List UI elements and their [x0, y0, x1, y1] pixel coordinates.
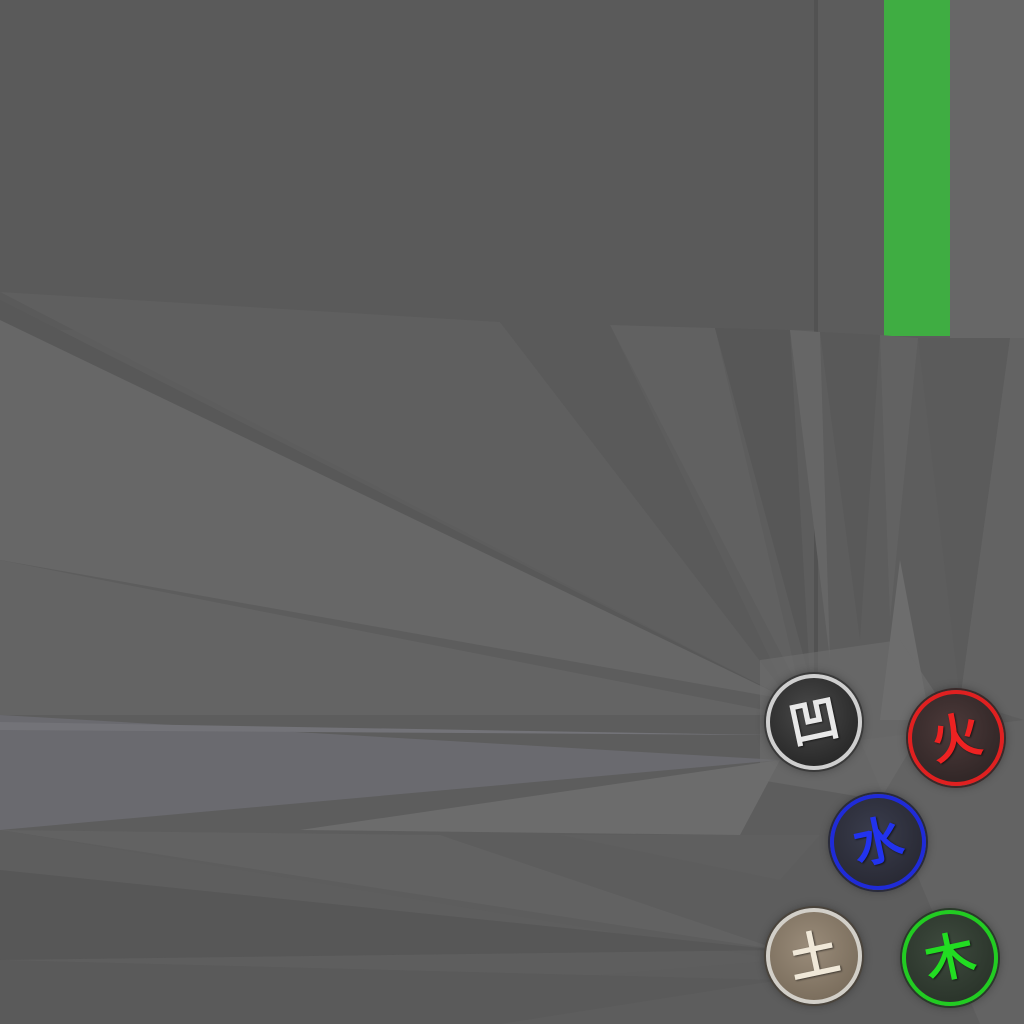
- emblem-glyph-icon: 木: [919, 923, 981, 992]
- light-rays: [0, 292, 1024, 1024]
- emblem-glyph-icon: 水: [847, 807, 909, 876]
- emblem-glyph-icon: 凹: [783, 687, 845, 756]
- emblem-glyph-icon: 火: [925, 703, 987, 772]
- white-emblem[interactable]: 凹: [766, 674, 862, 770]
- green-bar: [884, 0, 950, 336]
- middle-strip: [818, 0, 884, 335]
- red-emblem[interactable]: 火: [908, 690, 1004, 786]
- top-panel: [0, 0, 816, 330]
- earth-emblem[interactable]: 土: [766, 908, 862, 1004]
- blue-emblem[interactable]: 水: [830, 794, 926, 890]
- green-emblem[interactable]: 木: [902, 910, 998, 1006]
- emblem-glyph-icon: 土: [783, 921, 845, 990]
- right-strip: [950, 0, 1024, 338]
